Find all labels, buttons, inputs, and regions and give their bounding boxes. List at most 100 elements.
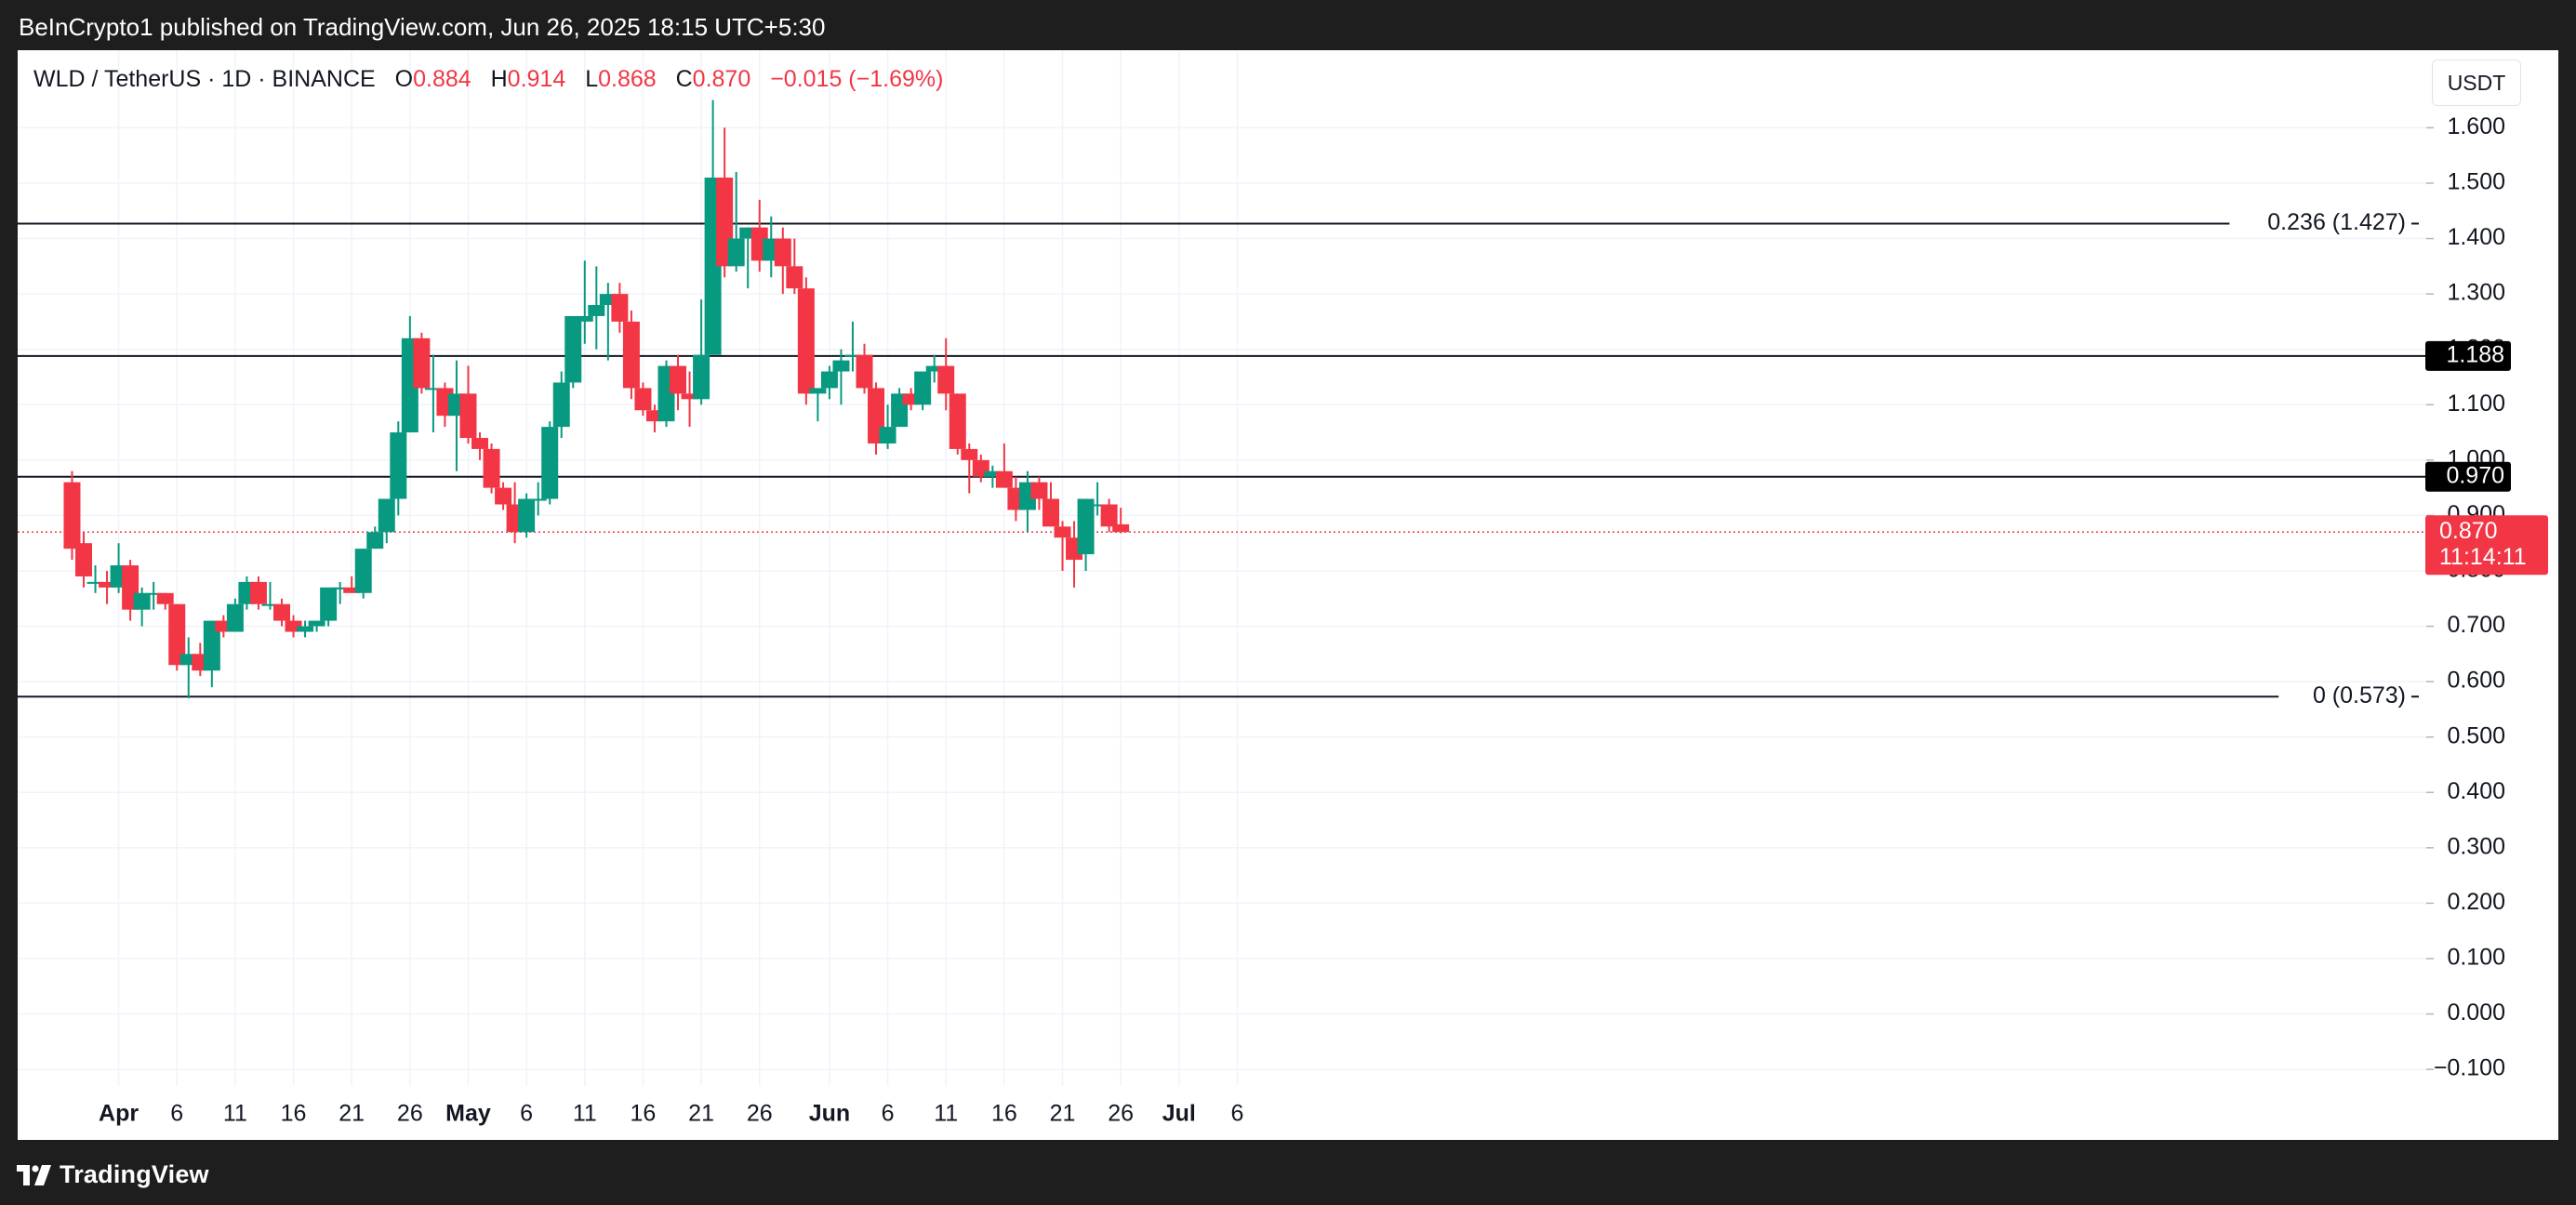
candle-down (99, 570, 116, 604)
candle-down (868, 382, 885, 455)
candle-body (459, 393, 477, 439)
candle-down (483, 443, 500, 494)
y-tick-label: 0.000 (2447, 1000, 2505, 1026)
candle-up (843, 321, 861, 372)
candle-body (1112, 523, 1130, 533)
candle-body (366, 532, 384, 550)
candle-up (693, 299, 710, 405)
candle-down (774, 227, 791, 295)
candle-down (949, 393, 966, 455)
candle-up (879, 404, 896, 449)
candle-body (331, 587, 349, 589)
x-tick-label: Jun (809, 1101, 850, 1127)
candle-up (925, 354, 943, 383)
candle-body (832, 360, 850, 372)
candle-body (145, 592, 163, 595)
candle-body (984, 470, 1002, 477)
candle-body (843, 354, 861, 357)
chart-panel[interactable]: 1.6001.5001.4001.3001.2001.1001.0000.900… (18, 50, 2558, 1140)
candle-body (634, 388, 652, 411)
open-value: 0.884 (413, 66, 471, 92)
candle-down (611, 283, 629, 333)
candle-body (1054, 526, 1071, 538)
candle-up (1018, 470, 1036, 533)
candle-up (564, 315, 582, 389)
x-tick-label: 26 (1108, 1101, 1134, 1127)
x-tick-label: 21 (1050, 1101, 1076, 1127)
candlestick-chart[interactable]: 1.6001.5001.4001.3001.2001.1001.0000.900… (18, 50, 2558, 1140)
candle-down (343, 576, 361, 593)
candle-up (727, 172, 745, 272)
candle-body (564, 315, 582, 383)
candle-up (179, 637, 197, 698)
candle-body (215, 620, 232, 632)
x-tick-label: 21 (688, 1101, 714, 1127)
fib-level-label: 0 (0.573) (2313, 682, 2406, 708)
level-badge (2425, 461, 2511, 492)
tradingview-logo[interactable]: TradingView (17, 1160, 209, 1189)
candle-body (797, 288, 815, 394)
candle-body (774, 238, 791, 267)
candle-body (645, 410, 663, 422)
y-tick-label: −0.100 (2434, 1055, 2505, 1081)
candle-body (471, 438, 489, 449)
candle-up (378, 498, 395, 544)
x-tick-label: 6 (1231, 1101, 1244, 1127)
x-tick-label: Apr (99, 1101, 139, 1127)
candle-body (902, 393, 920, 405)
candle-body (693, 354, 710, 400)
candle-body (622, 321, 640, 389)
candle-body (611, 294, 629, 322)
candle-down (1112, 508, 1130, 534)
tradingview-brand: TradingView (60, 1160, 209, 1188)
candle-up (739, 227, 757, 289)
x-tick-label: 26 (397, 1101, 423, 1127)
y-tick-label: 1.300 (2447, 280, 2505, 306)
candle-down (168, 603, 186, 671)
candle-body (937, 365, 955, 394)
candle-down (1042, 482, 1059, 527)
x-tick-label: May (445, 1101, 491, 1127)
x-tick-label: 6 (170, 1101, 183, 1127)
candle-body (354, 549, 372, 593)
candle-body (588, 305, 605, 316)
candle-up (203, 620, 220, 688)
candle-body (670, 365, 687, 394)
candle-body (856, 354, 873, 389)
candle-down (1030, 476, 1048, 510)
candle-body (914, 371, 932, 405)
candle-body (925, 365, 943, 372)
candle-down (273, 598, 291, 627)
candle-down (75, 532, 92, 588)
candle-down (670, 354, 687, 411)
candle-up (529, 482, 547, 516)
publish-info: BeInCrypto1 published on TradingView.com… (19, 13, 826, 41)
change-value: −0.015 (−1.69%) (770, 66, 944, 92)
y-tick-label: 0.500 (2447, 722, 2505, 748)
candle-body (133, 592, 151, 610)
candle-body (203, 620, 220, 671)
candle-body (156, 592, 174, 604)
candle-down (63, 470, 81, 561)
candle-body (343, 587, 361, 593)
candle-body (308, 620, 325, 627)
candle-up (390, 421, 407, 516)
symbol-label[interactable]: WLD / TetherUS · 1D · BINANCE (33, 66, 376, 92)
y-tick-label: 0.200 (2447, 889, 2505, 915)
candle-up (599, 283, 617, 361)
candle-down (634, 382, 652, 417)
publish-bar: BeInCrypto1 published on TradingView.com… (0, 0, 2576, 50)
candle-down (937, 338, 955, 411)
candle-down (681, 371, 698, 428)
candle-body (249, 581, 267, 604)
y-tick-label: 1.100 (2447, 391, 2505, 417)
candle-up (1077, 498, 1095, 571)
candle-down (786, 238, 803, 295)
candle-up (552, 371, 570, 439)
candle-body (518, 498, 536, 533)
candle-body (541, 427, 559, 499)
currency-button[interactable]: USDT (2432, 60, 2521, 106)
candle-down (413, 332, 431, 394)
level-badge (2425, 340, 2511, 371)
x-tick-label: 16 (991, 1101, 1017, 1127)
